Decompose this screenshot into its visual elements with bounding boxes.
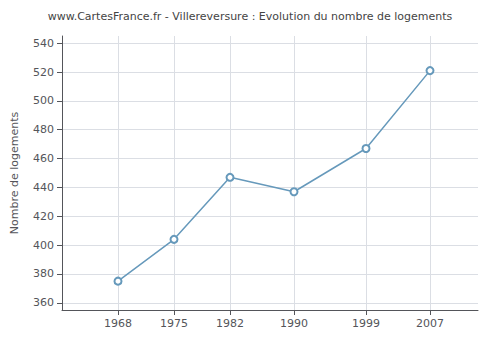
- svg-text:2007: 2007: [416, 317, 444, 330]
- svg-text:460: 460: [33, 152, 54, 165]
- svg-text:480: 480: [33, 123, 54, 136]
- svg-text:1982: 1982: [216, 317, 244, 330]
- svg-text:1968: 1968: [104, 317, 132, 330]
- svg-text:www.CartesFrance.fr - Villerev: www.CartesFrance.fr - Villereversure : E…: [48, 10, 453, 23]
- svg-text:520: 520: [33, 66, 54, 79]
- svg-text:540: 540: [33, 37, 54, 50]
- svg-text:1999: 1999: [352, 317, 380, 330]
- svg-text:440: 440: [33, 181, 54, 194]
- svg-text:360: 360: [33, 296, 54, 309]
- svg-text:420: 420: [33, 210, 54, 223]
- svg-text:Nombre de logements: Nombre de logements: [8, 111, 21, 234]
- svg-text:1975: 1975: [160, 317, 188, 330]
- svg-text:1990: 1990: [280, 317, 308, 330]
- svg-text:400: 400: [33, 239, 54, 252]
- svg-text:500: 500: [33, 94, 54, 107]
- svg-text:380: 380: [33, 267, 54, 280]
